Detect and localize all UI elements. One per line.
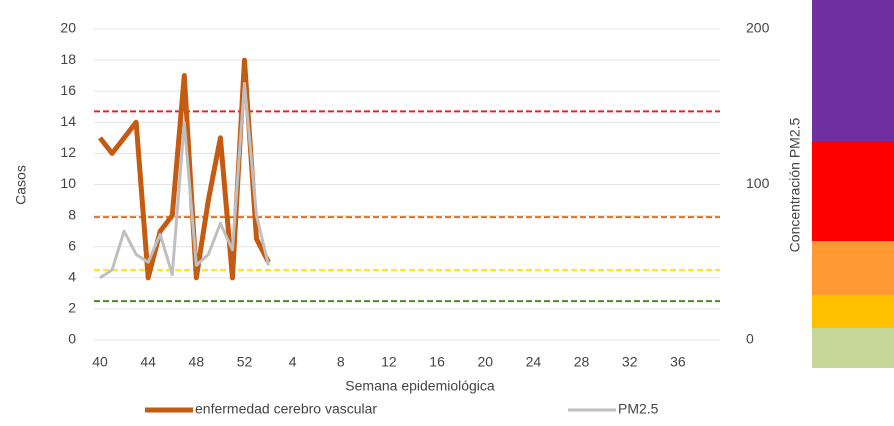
y-tick-label: 6: [68, 237, 76, 253]
x-tick-label: 16: [429, 354, 445, 370]
band-green: [812, 328, 894, 368]
y-tick-label: 14: [60, 113, 76, 129]
x-axis-label: Semana epidemiológica: [345, 378, 495, 394]
y2-tick-label: 100: [746, 175, 770, 191]
y-tick-label: 20: [60, 20, 76, 36]
y-tick-label: 4: [68, 269, 76, 285]
y-tick-label: 8: [68, 206, 76, 222]
y-axis-label: Casos: [13, 165, 29, 205]
y-tick-label: 12: [60, 144, 76, 160]
x-tick-label: 44: [140, 354, 156, 370]
y-tick-label: 18: [60, 51, 76, 67]
x-tick-label: 32: [622, 354, 638, 370]
y-tick-label: 2: [68, 300, 76, 316]
legend-label: enfermedad cerebro vascular: [195, 401, 377, 417]
x-tick-label: 8: [337, 354, 345, 370]
x-tick-label: 4: [289, 354, 297, 370]
series-line: [99, 81, 271, 280]
y-tick-label: 16: [60, 82, 76, 98]
x-tick-label: 12: [381, 354, 397, 370]
band-purple: [812, 0, 894, 141]
x-tick-label: 24: [526, 354, 542, 370]
x-tick-label: 40: [92, 354, 108, 370]
legend-label: PM2.5: [618, 401, 659, 417]
x-tick-label: 36: [670, 354, 686, 370]
band-yellow: [812, 295, 894, 328]
y-tick-label: 0: [68, 331, 76, 347]
y2-tick-label: 0: [746, 331, 754, 347]
band-red: [812, 141, 894, 241]
x-tick-label: 20: [477, 354, 493, 370]
y2-tick-label: 200: [746, 20, 770, 36]
x-tick-label: 28: [574, 354, 590, 370]
y2-axis-label: Concentración PM2.5: [787, 117, 803, 252]
y-tick-label: 10: [60, 175, 76, 191]
x-tick-label: 52: [237, 354, 253, 370]
x-tick-label: 48: [189, 354, 205, 370]
band-orange: [812, 241, 894, 295]
